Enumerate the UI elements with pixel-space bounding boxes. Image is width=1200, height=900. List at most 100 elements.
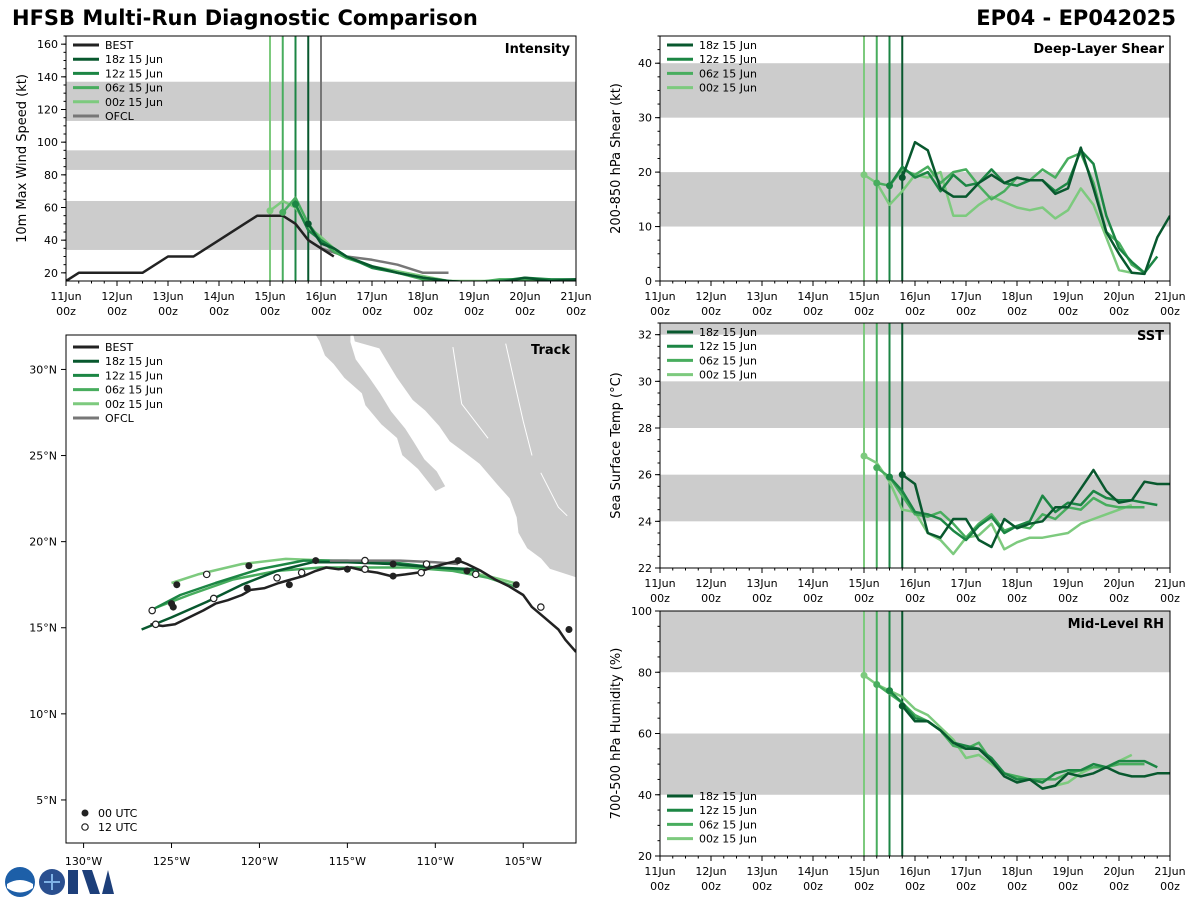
- intensity-xtick-hour: 00z: [515, 305, 535, 318]
- shear-title: Deep-Layer Shear: [1033, 42, 1164, 57]
- track-12utc-point: [471, 570, 480, 579]
- rh-init-dot: [860, 671, 868, 679]
- noaa-cira-logo: [5, 867, 114, 897]
- shear-xtick-day: 20Jun: [1103, 290, 1134, 303]
- sst-panel: 22 24 26 28 30 32 11Jun 00z 12Jun 00z 13Jun 00z 14Ju…: [609, 322, 1186, 605]
- track-00utc-point: [512, 581, 520, 589]
- figure-title: HFSB Multi-Run Diagnostic Comparison: [12, 6, 478, 30]
- sst-init-dot: [873, 464, 881, 472]
- sst-xtick-day: 17Jun: [950, 577, 981, 590]
- track-ofcl-line: [329, 559, 459, 566]
- sst-xtick-day: 16Jun: [899, 577, 930, 590]
- rh-legend-label: 12z 15 Jun: [699, 804, 757, 817]
- sst-xtick-hour: 00z: [1109, 592, 1129, 605]
- shear-xtick-hour: 00z: [701, 305, 721, 318]
- track-legend-label: 12z 15 Jun: [105, 369, 163, 382]
- shear-xtick-day: 21Jun: [1154, 290, 1185, 303]
- rh-legend-label: 18z 15 Jun: [699, 790, 757, 803]
- shear-series-line: [863, 170, 1133, 275]
- rh-ylabel: 700-500 hPa Humidity (%): [609, 648, 624, 820]
- intensity-legend-label: 18z 15 Jun: [105, 53, 163, 66]
- intensity-xtick-hour: 00z: [209, 305, 229, 318]
- shear-xtick-hour: 00z: [854, 305, 874, 318]
- rh-xtick-hour: 00z: [1007, 880, 1027, 893]
- sst-ytick-label: 32: [638, 329, 652, 342]
- track-legend-label: 18z 15 Jun: [105, 355, 163, 368]
- rh-ytick-label: 100: [631, 605, 652, 618]
- shear-legend-label: 12z 15 Jun: [699, 53, 757, 66]
- rh-xtick-hour: 00z: [956, 880, 976, 893]
- sst-xtick-hour: 00z: [1007, 592, 1027, 605]
- sst-xtick-day: 19Jun: [1052, 577, 1083, 590]
- track-series-line: [141, 561, 475, 631]
- shear-lines: [860, 140, 1170, 276]
- track-lat-label: 15°N: [29, 622, 57, 635]
- shear-init-dot: [898, 174, 906, 182]
- shear-series-line: [888, 149, 1159, 275]
- shear-xtick-hour: 00z: [1160, 305, 1180, 318]
- sst-xtick-day: 12Jun: [695, 577, 726, 590]
- rh-ytick-label: 20: [638, 850, 652, 863]
- sst-shaded-band: [660, 323, 1170, 335]
- storm-id: EP04 - EP042025: [976, 6, 1176, 30]
- intensity-xtick-day: 19Jun: [458, 290, 489, 303]
- shear-xtick-hour: 00z: [752, 305, 772, 318]
- track-12utc-point: [297, 568, 306, 577]
- intensity-xtick-day: 20Jun: [509, 290, 540, 303]
- track-00utc-point: [565, 625, 573, 633]
- shear-init-dot: [873, 179, 881, 187]
- track-lat-label: 5°N: [36, 794, 57, 807]
- intensity-ytick-label: 120: [37, 104, 58, 117]
- mexico-land: [352, 335, 576, 579]
- legend-12utc-label: 12 UTC: [98, 821, 138, 834]
- track-lat-label: 10°N: [29, 708, 57, 721]
- track-12utc-point: [202, 570, 211, 579]
- track-legend-label: 00z 15 Jun: [105, 398, 163, 411]
- track-legend-label: 06z 15 Jun: [105, 384, 163, 397]
- track-12utc-point: [148, 606, 156, 615]
- intensity-xtick-hour: 00z: [311, 305, 331, 318]
- intensity-ytick-label: 140: [37, 71, 58, 84]
- shear-init-dot: [860, 171, 868, 179]
- rh-init-dot: [873, 681, 881, 688]
- shear-ytick-label: 20: [638, 166, 652, 179]
- rh-xtick-day: 18Jun: [1001, 865, 1032, 878]
- intensity-xtick-day: 21Jun: [560, 290, 591, 303]
- shear-legend-label: 06z 15 Jun: [699, 67, 757, 80]
- track-00utc-point: [243, 584, 251, 592]
- sst-xtick-day: 15Jun: [848, 577, 879, 590]
- rh-ytick-label: 60: [638, 728, 652, 741]
- rh-ytick-label: 80: [638, 666, 652, 679]
- intensity-series-line: [307, 223, 576, 281]
- track-00utc-point: [173, 581, 181, 589]
- rh-xtick-hour: 00z: [1160, 880, 1180, 893]
- rh-init-dot: [898, 702, 906, 710]
- intensity-xtick-hour: 00z: [107, 305, 127, 318]
- sst-legend-label: 06z 15 Jun: [699, 354, 757, 367]
- intensity-ytick-label: 80: [44, 169, 58, 182]
- state-border: [452, 347, 489, 439]
- track-00utc-point: [245, 562, 253, 570]
- sst-xtick-hour: 00z: [956, 592, 976, 605]
- legend-12utc-marker: [81, 823, 89, 831]
- intensity-xtick-hour: 00z: [260, 305, 280, 318]
- intensity-legend-label: BEST: [105, 39, 133, 52]
- rh-xtick-hour: 00z: [1109, 880, 1129, 893]
- rh-xtick-hour: 00z: [752, 880, 772, 893]
- sst-xtick-day: 11Jun: [644, 577, 675, 590]
- rh-xtick-day: 16Jun: [899, 865, 930, 878]
- rh-xtick-day: 21Jun: [1154, 865, 1185, 878]
- shear-ytick-label: 40: [638, 57, 652, 70]
- shear-xtick-hour: 00z: [956, 305, 976, 318]
- track-12utc-point: [273, 574, 281, 582]
- rh-panel: 20 40 60 80 100 11Jun 00z 12Jun 00z 13Jun 00z 14Jun…: [609, 605, 1186, 893]
- sst-xtick-hour: 00z: [701, 592, 721, 605]
- track-map-area: [141, 335, 576, 653]
- track-title: Track: [531, 343, 570, 358]
- rh-ytick-label: 40: [638, 789, 652, 802]
- rh-xtick-day: 15Jun: [848, 865, 879, 878]
- shear-xtick-hour: 00z: [1058, 305, 1078, 318]
- track-00utc-point: [454, 557, 462, 565]
- track-12utc-point: [537, 603, 545, 611]
